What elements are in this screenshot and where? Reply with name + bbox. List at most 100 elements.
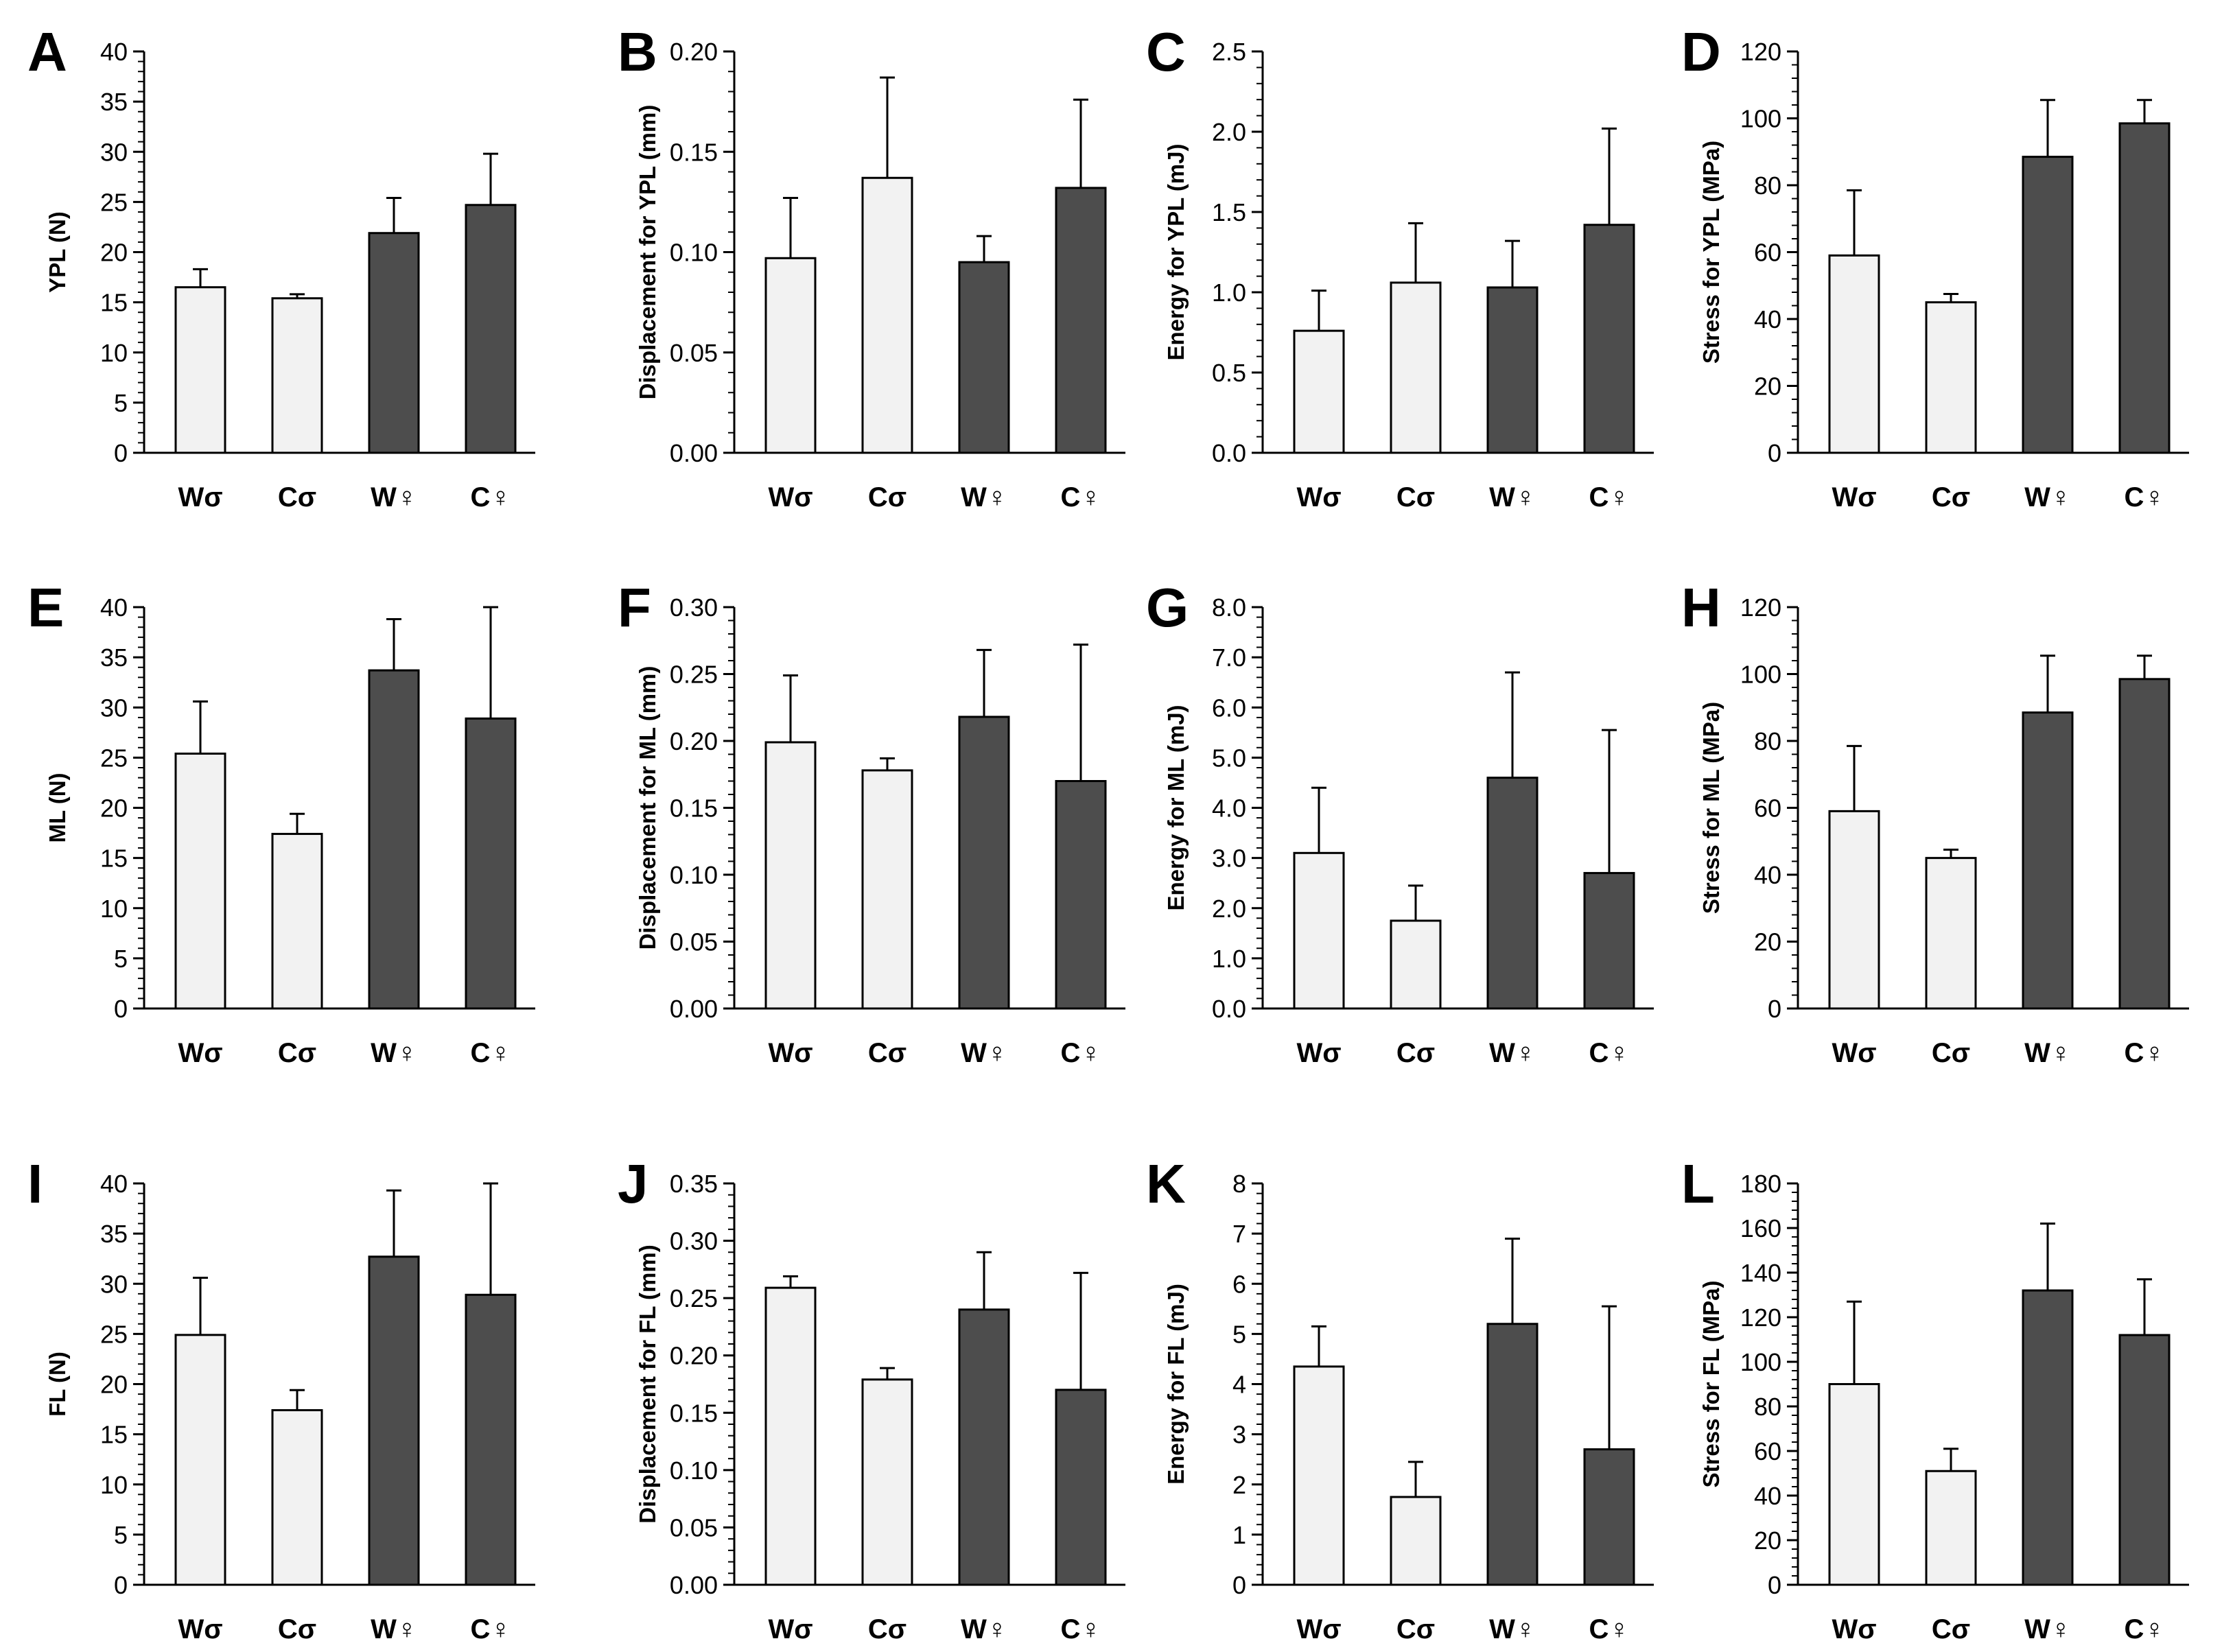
panel-g-ytick-label: 1.0: [1212, 945, 1246, 973]
panel-e-ytick-label: 40: [100, 593, 128, 622]
panel-g-bar-4: [1583, 872, 1635, 1010]
panel-f-ytick-label: 0.30: [670, 593, 718, 622]
panel-k-category-label: C♀: [1589, 1614, 1630, 1644]
panel-c-bar-4: [1583, 224, 1635, 454]
panel-c-letter: C: [1146, 21, 1186, 82]
panel-d-chart: D Stress for YPL (MPa) 0 20 40 60 80 100 120 Wσ Cσ…: [1681, 21, 2189, 512]
panel-l-letter: L: [1681, 1153, 1715, 1214]
panel-a-category-label: Cσ: [278, 482, 316, 512]
panel-i-ytick-label: 40: [100, 1170, 128, 1198]
panel-g-bar-3: [1486, 777, 1539, 1010]
panel-i-bar-2: [271, 1409, 323, 1586]
panel-k-ytick-label: 2: [1232, 1471, 1246, 1499]
panel-h-letter: H: [1681, 577, 1721, 638]
panel-h-bar-2: [1925, 857, 1977, 1010]
panel-d-bar-1: [1828, 254, 1880, 454]
panel-k-letter: K: [1146, 1153, 1186, 1214]
panel-b-bar-3: [958, 261, 1010, 454]
panel-i-ytick-label: 25: [100, 1320, 128, 1348]
panel-c-ytick-label: 2.0: [1212, 118, 1246, 146]
panel-b-bar-1: [764, 257, 817, 454]
panel-c-ylabel: Energy for YPL (mJ): [1163, 143, 1189, 360]
panel-i-bar-3: [368, 1255, 420, 1586]
panel-k-ylabel: Energy for FL (mJ): [1163, 1284, 1189, 1485]
panel-k-ytick-label: 8: [1232, 1170, 1246, 1198]
panel-c-ytick-label: 0.5: [1212, 359, 1246, 387]
panel-h-ylabel: Stress for ML (MPa): [1698, 702, 1724, 914]
panel-d-category-label: W♀: [2024, 482, 2071, 512]
panel-l-chart: L Stress for FL (MPa) 0 20 40 60 80 100 120 140 16…: [1681, 1153, 2189, 1644]
panel-g-ylabel: Energy for ML (mJ): [1163, 705, 1189, 910]
panel-b-category-label: Wσ: [768, 482, 812, 512]
panel-e-ytick-label: 20: [100, 794, 128, 823]
panel-h-category-label: Cσ: [1932, 1038, 1970, 1068]
panel-j-ytick-label: 0.15: [670, 1399, 718, 1427]
panel-f-letter: F: [618, 577, 651, 638]
panel-j-category-label: W♀: [961, 1614, 1007, 1644]
panel-j-ytick-label: 0.00: [670, 1571, 718, 1599]
panel-a-ytick-label: 35: [100, 88, 128, 116]
panel-b-ylabel: Displacement for YPL (mm): [635, 105, 660, 400]
panel-h-ytick-label: 80: [1754, 727, 1781, 755]
panel-c-category-label: Wσ: [1296, 482, 1341, 512]
panel-a-ytick-label: 25: [100, 188, 128, 216]
panel-h-ytick-label: 60: [1754, 794, 1781, 823]
panel-l-ytick-label: 40: [1754, 1482, 1781, 1510]
panel-h-ytick-label: 0: [1768, 995, 1781, 1023]
panel-h-bar-4: [2118, 678, 2171, 1010]
panel-h-category-label: W♀: [2024, 1038, 2071, 1068]
panel-g-ytick-label: 6.0: [1212, 694, 1246, 722]
panel-k-category-label: Cσ: [1396, 1614, 1435, 1644]
panel-k-ytick-label: 7: [1232, 1220, 1246, 1248]
panel-a-ytick-label: 0: [114, 439, 128, 467]
panel-k-bar-4: [1583, 1448, 1635, 1586]
panel-e-bar-3: [368, 669, 420, 1010]
panel-b-ytick-label: 0.20: [670, 38, 718, 66]
panel-l-ytick-label: 20: [1754, 1526, 1781, 1555]
panel-d-bar-4: [2118, 122, 2171, 454]
panel-g-ytick-label: 5.0: [1212, 744, 1246, 772]
panel-j-ytick-label: 0.10: [670, 1456, 718, 1485]
panel-f-category-label: W♀: [961, 1038, 1007, 1068]
panel-i-letter: I: [27, 1153, 43, 1214]
panel-g-ytick-label: 0.0: [1212, 995, 1246, 1023]
panel-d-category-label: Cσ: [1932, 482, 1970, 512]
panel-e-bar-2: [271, 833, 323, 1010]
panel-b-chart: B Displacement for YPL (mm) 0.00 0.05 0.10 0.…: [618, 21, 1125, 512]
panel-g-category-label: W♀: [1489, 1038, 1536, 1068]
panel-a-ytick-label: 20: [100, 239, 128, 267]
panel-g-ytick-label: 2.0: [1212, 895, 1246, 923]
panel-b-ytick-label: 0.00: [670, 439, 718, 467]
panel-a-bar-2: [271, 297, 323, 454]
panel-e-ytick-label: 30: [100, 694, 128, 722]
panel-k-bar-3: [1486, 1323, 1539, 1586]
panel-d-category-label: Wσ: [1832, 482, 1876, 512]
panel-k-bar-1: [1293, 1365, 1345, 1586]
panel-e-ytick-label: 0: [114, 995, 128, 1023]
panel-g-bar-1: [1293, 851, 1345, 1010]
panel-g-ytick-label: 8.0: [1212, 593, 1246, 622]
panel-i-category-label: Cσ: [278, 1614, 316, 1644]
panel-i-ytick-label: 30: [100, 1270, 128, 1298]
panel-c-ytick-label: 2.5: [1212, 38, 1246, 66]
panel-d-ytick-label: 100: [1740, 105, 1781, 133]
panel-b-ytick-label: 0.15: [670, 138, 718, 166]
panel-e-ytick-label: 35: [100, 644, 128, 672]
panel-f-ytick-label: 0.25: [670, 661, 718, 689]
panel-a-ytick-label: 40: [100, 38, 128, 66]
panel-l-ytick-label: 160: [1740, 1214, 1781, 1242]
panel-a-bar-1: [174, 286, 226, 454]
panel-k-ytick-label: 5: [1232, 1320, 1246, 1348]
panel-j-bar-3: [958, 1308, 1010, 1586]
panel-j-ytick-label: 0.30: [670, 1227, 718, 1255]
panel-l-bar-2: [1925, 1470, 1977, 1586]
panel-g-chart: G Energy for ML (mJ) 0.0 1.0 2.0 3.0 4.0 5.0 6.0…: [1146, 577, 1654, 1068]
panel-e-ytick-label: 25: [100, 744, 128, 772]
panel-b-ytick-label: 0.10: [670, 239, 718, 267]
panel-c-ytick-label: 0.0: [1212, 439, 1246, 467]
panel-c-category-label: C♀: [1589, 482, 1630, 512]
panel-k-bar-2: [1390, 1496, 1442, 1586]
panel-d-category-label: C♀: [2125, 482, 2165, 512]
panel-f-ylabel: Displacement for ML (mm): [635, 666, 660, 950]
panel-d-ytick-label: 60: [1754, 239, 1781, 267]
